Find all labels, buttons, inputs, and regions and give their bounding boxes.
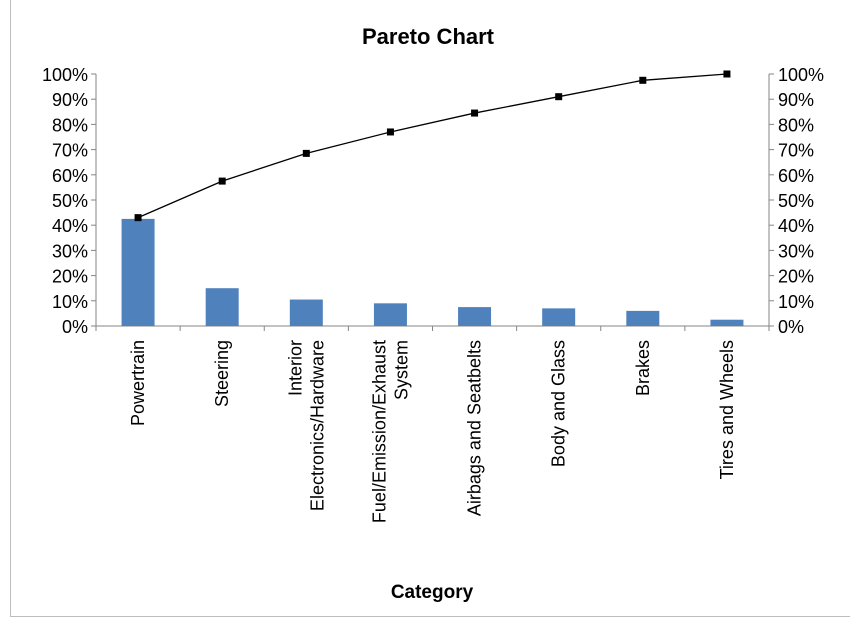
right-tick-label: 20% bbox=[778, 267, 814, 287]
category-label: Interior bbox=[285, 340, 305, 396]
left-tick-label: 80% bbox=[52, 115, 88, 135]
left-tick-label: 0% bbox=[62, 317, 88, 337]
right-tick-label: 10% bbox=[778, 292, 814, 312]
line-point-marker bbox=[218, 177, 226, 185]
bar bbox=[205, 288, 239, 326]
category-label: System bbox=[391, 340, 411, 400]
right-tick-label: 60% bbox=[778, 166, 814, 186]
bar bbox=[289, 299, 323, 326]
category-label: Airbags and Seatbelts bbox=[465, 340, 485, 516]
chart-title: Pareto Chart bbox=[362, 24, 495, 49]
right-tick-label: 50% bbox=[778, 191, 814, 211]
right-tick-label: 70% bbox=[778, 141, 814, 161]
line-point-marker bbox=[386, 128, 394, 136]
right-tick-label: 40% bbox=[778, 216, 814, 236]
left-tick-label: 50% bbox=[52, 191, 88, 211]
category-labels: Powertrain Steering Interior Electronics/Ha… bbox=[128, 340, 737, 523]
line-point-marker bbox=[134, 214, 142, 222]
left-tick-label: 40% bbox=[52, 216, 88, 236]
right-tick-label: 90% bbox=[778, 90, 814, 110]
left-tick-label: 20% bbox=[52, 267, 88, 287]
line-point-marker bbox=[723, 70, 731, 78]
bar bbox=[458, 307, 492, 326]
left-tick-label: 30% bbox=[52, 241, 88, 261]
bar bbox=[121, 218, 155, 326]
left-tick-label: 90% bbox=[52, 90, 88, 110]
cumulative-line bbox=[137, 73, 727, 219]
category-label: Tires and Wheels bbox=[717, 340, 737, 479]
left-axis-tick-labels: 0% 10% 20% 30% 40% 50% 60% 70% 80% 90% 100% bbox=[42, 65, 88, 337]
bar bbox=[373, 303, 407, 326]
left-tick-label: 10% bbox=[52, 292, 88, 312]
line-point-marker bbox=[639, 76, 647, 84]
line-point-marker bbox=[555, 93, 563, 101]
line-point-marker bbox=[302, 149, 310, 157]
left-tick-label: 100% bbox=[42, 65, 88, 85]
x-axis-title: Category bbox=[391, 582, 474, 603]
category-label: Brakes bbox=[633, 340, 653, 396]
right-tick-label: 30% bbox=[778, 241, 814, 261]
bar bbox=[542, 308, 576, 326]
right-tick-label: 100% bbox=[778, 65, 824, 85]
category-label: Steering bbox=[212, 340, 232, 407]
bar bbox=[626, 310, 660, 326]
right-axis-tick-labels: 0% 10% 20% 30% 40% 50% 60% 70% 80% 90% 100% bbox=[778, 65, 824, 337]
category-label: Fuel/Emission/Exhaust bbox=[369, 340, 389, 523]
bar bbox=[710, 319, 744, 326]
axes bbox=[91, 73, 774, 331]
left-tick-label: 60% bbox=[52, 166, 88, 186]
cumulative-line-series bbox=[134, 70, 731, 222]
category-label: Powertrain bbox=[128, 340, 148, 426]
category-label: Body and Glass bbox=[549, 340, 569, 467]
line-point-marker bbox=[471, 109, 479, 117]
right-tick-label: 0% bbox=[778, 317, 804, 337]
left-tick-label: 70% bbox=[52, 141, 88, 161]
right-tick-label: 80% bbox=[778, 115, 814, 135]
category-label: Electronics/Hardware bbox=[307, 340, 327, 511]
bar-series bbox=[121, 218, 744, 326]
